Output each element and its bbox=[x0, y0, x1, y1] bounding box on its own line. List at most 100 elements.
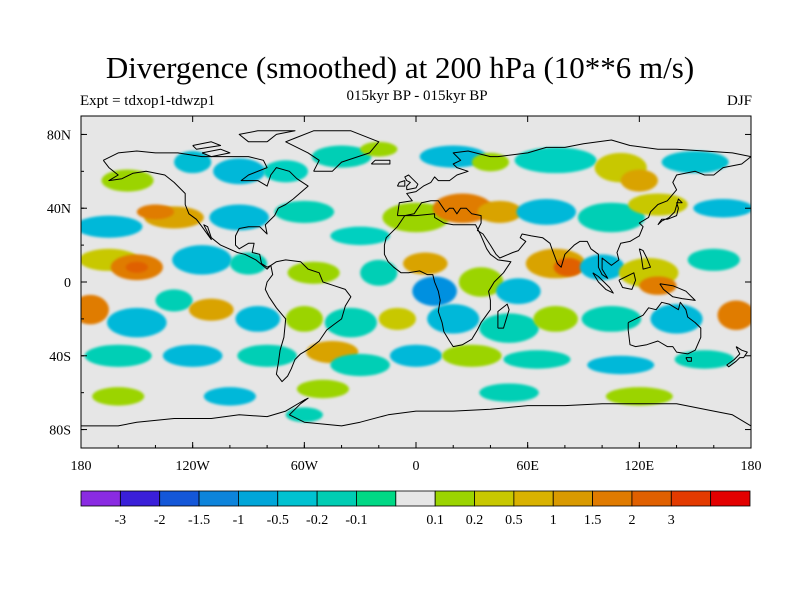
y-tick-label: 0 bbox=[64, 276, 71, 291]
colorbar-swatch bbox=[474, 490, 515, 507]
coastline bbox=[659, 283, 696, 301]
coastline bbox=[370, 159, 391, 165]
coastline bbox=[685, 357, 692, 362]
field-blob bbox=[125, 261, 148, 273]
field-blob bbox=[330, 353, 390, 377]
field-blob bbox=[237, 344, 297, 367]
field-blob bbox=[412, 276, 457, 306]
colorbar-swatch bbox=[356, 490, 397, 507]
figure-subtitle: 015kyr BP - 015kyr BP bbox=[346, 88, 488, 104]
colorbar-swatch bbox=[316, 490, 357, 507]
field-blob bbox=[577, 202, 645, 233]
coastline bbox=[497, 303, 510, 329]
coastline bbox=[592, 272, 614, 294]
field-blob bbox=[296, 379, 350, 399]
field-blob bbox=[229, 252, 268, 275]
field-blob bbox=[471, 152, 510, 172]
field-blob bbox=[213, 158, 266, 185]
field-blob bbox=[620, 169, 658, 192]
field-blob bbox=[311, 145, 372, 168]
field-blob bbox=[442, 344, 502, 367]
y-tick-label: 80S bbox=[49, 424, 71, 439]
x-tick-label: 60W bbox=[291, 459, 319, 474]
field-blob bbox=[285, 305, 323, 332]
colorbar-label: 3 bbox=[668, 513, 675, 528]
field-blob bbox=[639, 276, 677, 295]
colorbar-swatch bbox=[80, 490, 121, 507]
coastline bbox=[383, 213, 512, 348]
colorbar-swatch bbox=[631, 490, 672, 507]
coastline bbox=[201, 148, 231, 158]
colorbar-swatch bbox=[395, 490, 436, 507]
field-blob bbox=[661, 151, 729, 174]
colorbar-swatch bbox=[198, 490, 239, 507]
field-blob bbox=[136, 204, 175, 220]
field-blob bbox=[274, 200, 335, 223]
field-blob bbox=[188, 298, 234, 321]
field-blob bbox=[687, 248, 740, 271]
field-blob bbox=[717, 300, 751, 330]
field-blob bbox=[84, 344, 152, 367]
colorbar-swatch bbox=[592, 490, 633, 507]
colorbar-label: -0.1 bbox=[345, 513, 367, 528]
colorbar-label: -0.2 bbox=[306, 513, 328, 528]
field-blob bbox=[92, 387, 145, 406]
y-axis: 80N 40N 0 40S 80S bbox=[47, 128, 751, 439]
field-blob bbox=[81, 215, 143, 238]
colorbar-swatch bbox=[434, 490, 475, 507]
x-tick-label: 60E bbox=[516, 459, 539, 474]
colorbar-swatch bbox=[277, 490, 318, 507]
field-blob bbox=[287, 261, 340, 284]
field-blob bbox=[107, 307, 167, 338]
field-blob bbox=[101, 169, 154, 192]
experiment-label: Expt = tdxop1-tdwzp1 bbox=[80, 93, 216, 109]
field-blob bbox=[172, 245, 232, 275]
y-tick-label: 40N bbox=[47, 202, 71, 217]
coastline bbox=[102, 150, 309, 270]
figure-title: Divergence (smoothed) at 200 hPa (10**6 … bbox=[105, 50, 695, 85]
field-blob bbox=[693, 199, 751, 218]
colorbar-label: -1 bbox=[233, 513, 245, 528]
y-tick-label: 80N bbox=[47, 128, 71, 143]
colorbar-label: -2 bbox=[154, 513, 166, 528]
field-blob bbox=[496, 278, 541, 305]
colorbar-label: 1 bbox=[550, 513, 557, 528]
coastline bbox=[726, 346, 748, 368]
field-blob bbox=[263, 160, 309, 183]
field-blob bbox=[389, 344, 443, 367]
field-blob bbox=[553, 258, 584, 277]
coastlines bbox=[81, 130, 751, 427]
colorbar-swatch bbox=[552, 490, 593, 507]
colorbar-swatch bbox=[670, 490, 712, 507]
field-blob bbox=[479, 383, 539, 402]
coastline bbox=[264, 259, 352, 383]
x-tick-label: 120E bbox=[625, 459, 655, 474]
field-blob bbox=[533, 305, 578, 332]
x-tick-label: 120W bbox=[176, 459, 211, 474]
y-tick-label: 40S bbox=[49, 350, 71, 365]
field-blob bbox=[477, 200, 523, 223]
colorbar-swatch bbox=[710, 490, 751, 507]
field-blob bbox=[605, 387, 673, 406]
coastline bbox=[396, 180, 406, 187]
field-blob bbox=[402, 252, 448, 275]
field-blob bbox=[587, 355, 655, 375]
coastline bbox=[404, 174, 419, 191]
field-blob bbox=[81, 294, 109, 325]
field-blob bbox=[378, 307, 416, 330]
field-blob bbox=[479, 313, 539, 343]
field-blob bbox=[581, 305, 642, 332]
colorbar-label: 1.5 bbox=[584, 513, 602, 528]
field-blob bbox=[427, 304, 480, 334]
colorbar-label: 0.2 bbox=[466, 513, 484, 528]
field-blob bbox=[514, 147, 597, 174]
x-tick-label: 0 bbox=[413, 459, 420, 474]
field-blob bbox=[503, 350, 571, 369]
colorbar-label: 0.5 bbox=[505, 513, 523, 528]
coastline bbox=[638, 248, 651, 270]
colorbar-label: -0.5 bbox=[267, 513, 289, 528]
coastline bbox=[192, 141, 222, 150]
coastline bbox=[285, 130, 380, 172]
field-blob bbox=[209, 204, 269, 231]
